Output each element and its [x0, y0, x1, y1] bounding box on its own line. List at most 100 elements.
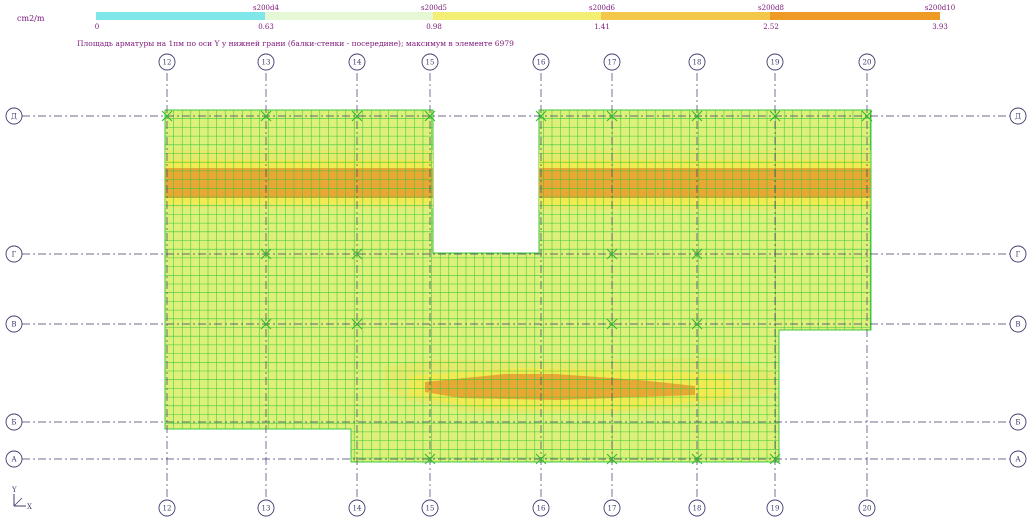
node-marker: [260, 318, 272, 330]
node-marker: [606, 110, 618, 122]
axis-bubble-bottom-14: 14: [348, 499, 366, 517]
axis-node-markers: [161, 110, 873, 465]
legend-top-label: s200d6: [589, 4, 615, 12]
node-marker: [691, 318, 703, 330]
axis-bubble-bottom-17: 17: [603, 499, 621, 517]
axis-bubble-bottom-15-circle: [421, 499, 439, 517]
axis-bubble-top-16-circle: [532, 53, 550, 71]
axis-bubble-left-Д: Д: [5, 107, 23, 125]
axis-bubble-left-Б: Б: [5, 413, 23, 431]
axis-bubble-top-15: 15: [421, 53, 439, 71]
axis-bubble-top-15-label: 15: [426, 59, 435, 67]
axis-bubble-top-20: 20: [858, 53, 876, 71]
axis-bubble-top-19: 19: [766, 53, 784, 71]
axis-bubble-left-Г-label: Г: [12, 251, 17, 259]
axis-bubble-bottom-12: 12: [158, 499, 176, 517]
axis-bubble-right-Г-label: Г: [1016, 251, 1021, 259]
axis-bubble-bottom-13-circle: [257, 499, 275, 517]
axis-bubble-right-Г: Г: [1009, 245, 1027, 263]
axis-bubble-bottom-17-label: 17: [608, 505, 617, 513]
slab-contour-fill: [164, 109, 872, 463]
node-marker: [351, 248, 363, 260]
legend: cm2/m s200d4 s200d5 s200d6 s200d8 s200d1…: [17, 4, 955, 31]
legend-value: 3.93: [932, 23, 948, 31]
grid-axes: [22, 73, 1010, 498]
axis-bubble-left-Г: Г: [5, 245, 23, 263]
node-marker: [260, 248, 272, 260]
axis-bubble-right-Г-circle: [1009, 245, 1027, 263]
axis-bubble-left-Д-circle: [5, 107, 23, 125]
axis-bubble-top-20-label: 20: [863, 59, 872, 67]
legend-unit: cm2/m: [17, 14, 45, 23]
axis-bubble-top-12-circle: [158, 53, 176, 71]
axis-bubble-bottom-18: 18: [688, 499, 706, 517]
axis-bubble-bottom-15-label: 15: [426, 505, 435, 513]
axis-bubble-left-В-circle: [5, 315, 23, 333]
legend-top-label: s200d10: [925, 4, 955, 12]
node-marker: [769, 453, 781, 465]
axis-bubble-left-Д-label: Д: [11, 113, 17, 121]
axis-bubble-bottom-13: 13: [257, 499, 275, 517]
axis-bubble-top-18-circle: [688, 53, 706, 71]
axis-bubble-bottom-18-label: 18: [693, 505, 702, 513]
node-marker: [424, 110, 436, 122]
axis-bubble-bottom-19-label: 19: [771, 505, 780, 513]
axis-bubble-top-17: 17: [603, 53, 621, 71]
legend-band-4: [770, 12, 940, 20]
y-axis-label: Y: [11, 486, 17, 494]
axis-bubble-bottom-20: 20: [858, 499, 876, 517]
axis-bubble-top-13-label: 13: [262, 59, 271, 67]
axis-bubble-top-19-label: 19: [771, 59, 780, 67]
node-marker: [260, 110, 272, 122]
axis-bubble-right-В-label: В: [1015, 321, 1020, 329]
band-lower-orange: [425, 374, 695, 400]
axis-bubble-left-А: А: [5, 450, 23, 468]
axis-bubble-bottom-17-circle: [603, 499, 621, 517]
axis-bubble-left-Г-circle: [5, 245, 23, 263]
axis-bubble-top-16: 16: [532, 53, 550, 71]
axis-bubble-left-В-label: В: [11, 321, 16, 329]
axis-bubble-top-16-label: 16: [537, 59, 546, 67]
axis-bubble-top-19-circle: [766, 53, 784, 71]
coordinate-axes-icon: Y X: [11, 486, 32, 511]
axis-bubble-right-В-circle: [1009, 315, 1027, 333]
axis-bubble-top-14: 14: [348, 53, 366, 71]
axis-bubble-bottom-20-label: 20: [863, 505, 872, 513]
node-marker: [351, 318, 363, 330]
band-upper-left-orange: [165, 168, 433, 198]
axis-bubble-bottom-18-circle: [688, 499, 706, 517]
axis-bubble-right-А-label: А: [1015, 456, 1021, 464]
axis-bubble-top-12: 12: [158, 53, 176, 71]
legend-top-label: s200d4: [253, 4, 279, 12]
node-marker: [161, 110, 173, 122]
axis-bubble-top-17-label: 17: [608, 59, 617, 67]
node-marker: [691, 453, 703, 465]
legend-band-1: [265, 12, 433, 20]
axis-bubble-bottom-12-circle: [158, 499, 176, 517]
node-marker: [535, 453, 547, 465]
axis-bubble-right-В: В: [1009, 315, 1027, 333]
axis-bubbles: 12 12 13 13 14 14 15 15 16 16 17 17 18 18 19 19 20 20 Д Д Г Г…: [5, 53, 1027, 517]
axis-bubble-left-Б-circle: [5, 413, 23, 431]
axis-bubble-bottom-14-label: 14: [353, 505, 362, 513]
axis-bubble-left-Б-label: Б: [11, 419, 16, 427]
axis-bubble-right-Д-label: Д: [1015, 113, 1021, 121]
legend-value: 0.98: [426, 23, 442, 31]
axis-bubble-top-18-label: 18: [693, 59, 702, 67]
axis-bubble-bottom-16-label: 16: [537, 505, 546, 513]
axis-bubble-top-18: 18: [688, 53, 706, 71]
axis-bubble-right-Б: Б: [1009, 413, 1027, 431]
axis-bubble-top-15-circle: [421, 53, 439, 71]
node-marker: [606, 248, 618, 260]
axis-bubble-top-14-label: 14: [353, 59, 362, 67]
axis-bubble-bottom-14-circle: [348, 499, 366, 517]
axis-bubble-bottom-19-circle: [766, 499, 784, 517]
node-marker: [861, 110, 873, 122]
axis-bubble-bottom-13-label: 13: [262, 505, 271, 513]
axis-bubble-bottom-15: 15: [421, 499, 439, 517]
legend-band-0: [96, 12, 265, 20]
x-axis-label: X: [27, 503, 32, 511]
axis-bubble-top-17-circle: [603, 53, 621, 71]
axis-bubble-top-13-circle: [257, 53, 275, 71]
